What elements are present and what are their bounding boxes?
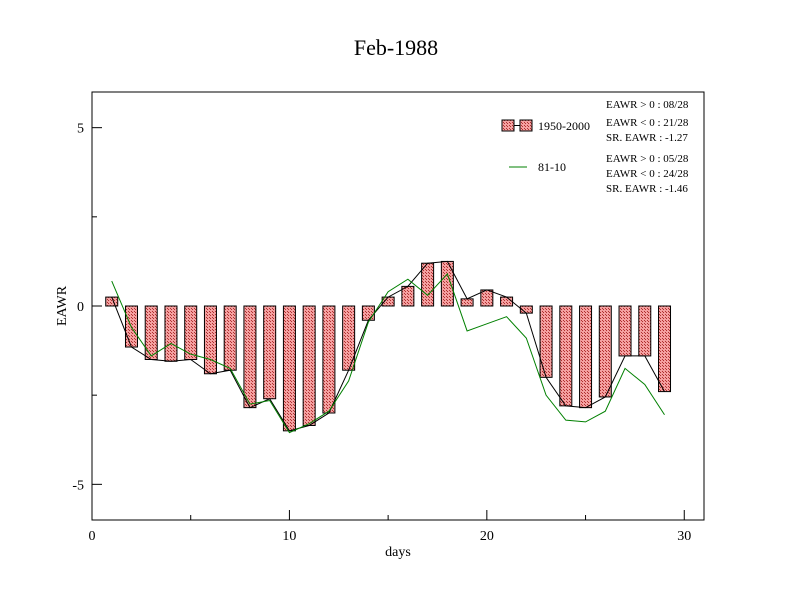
bar-day-7 — [223, 305, 237, 371]
x-tick-label: 10 — [282, 529, 296, 544]
series-line-81-10 — [111, 272, 665, 434]
x-tick-label: 20 — [480, 529, 494, 544]
bar-day-10 — [282, 305, 296, 432]
stat-1950-negative: EAWR < 0 : 21/28 — [606, 117, 689, 129]
x-axis-label: days — [385, 545, 411, 560]
bar-day-12 — [322, 305, 336, 414]
x-tick-label: 30 — [677, 529, 691, 544]
bar-day-8 — [243, 305, 257, 409]
stat-8110-positive: EAWR > 0 : 05/28 — [606, 153, 689, 165]
stat-8110-sr: SR. EAWR : -1.46 — [606, 183, 688, 195]
bar-day-18 — [440, 260, 454, 307]
bar-day-26 — [598, 305, 612, 398]
stat-8110-negative: EAWR < 0 : 24/28 — [606, 168, 689, 180]
line-group — [111, 260, 665, 434]
bar-day-27 — [618, 305, 632, 357]
bar-day-25 — [579, 305, 593, 409]
bar-group — [105, 260, 672, 432]
legend-swatch-bar-right — [519, 119, 533, 132]
legend: 1950-2000 81-10 EAWR > 0 : 08/28 EAWR < … — [501, 99, 689, 195]
stat-1950-positive: EAWR > 0 : 08/28 — [606, 99, 689, 111]
axes-group: 0 10 20 30 -5 0 5 — [72, 122, 691, 544]
bar-day-29 — [658, 305, 672, 393]
bar-day-23 — [539, 305, 553, 378]
bar-day-16 — [401, 285, 415, 307]
bar-day-4 — [164, 305, 178, 362]
legend-swatch-bar-left — [501, 119, 515, 132]
series-line-1950-2000 — [111, 260, 665, 432]
bar-day-19 — [460, 298, 474, 307]
y-tick-label: -5 — [72, 478, 84, 493]
bar-day-11 — [302, 305, 316, 426]
bar-day-28 — [638, 305, 652, 357]
stat-1950-sr: SR. EAWR : -1.27 — [606, 132, 688, 144]
legend-label-series-2: 81-10 — [538, 160, 566, 174]
y-tick-label: 5 — [77, 122, 84, 137]
chart-title: Feb-1988 — [354, 35, 438, 60]
legend-label-series-1: 1950-2000 — [538, 119, 590, 133]
bar-day-24 — [559, 305, 573, 407]
y-axis-label: EAWR — [55, 285, 70, 326]
x-tick-label: 0 — [89, 529, 96, 544]
bar-day-14 — [361, 305, 375, 321]
bar-day-3 — [144, 305, 158, 360]
y-tick-label: 0 — [77, 300, 84, 315]
bar-day-6 — [203, 305, 217, 375]
bar-day-9 — [263, 305, 277, 400]
bar-day-21 — [500, 296, 514, 307]
bar-day-17 — [421, 262, 435, 307]
